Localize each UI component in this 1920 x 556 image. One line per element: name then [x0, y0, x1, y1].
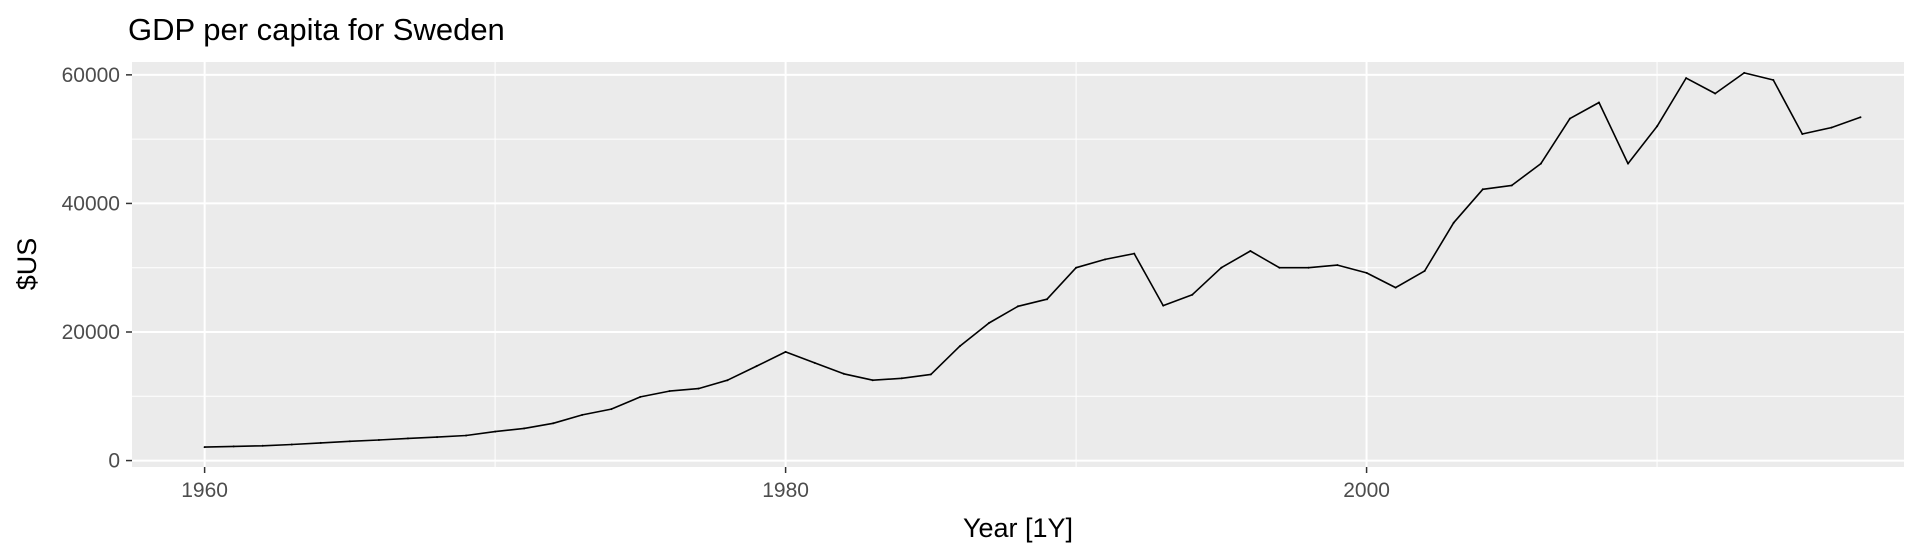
data-point: [1568, 117, 1571, 120]
x-tick-label: 1960: [181, 479, 228, 502]
data-point: [1278, 266, 1281, 269]
data-point: [900, 377, 903, 380]
data-point: [929, 373, 932, 376]
y-tick-label: 20000: [62, 321, 120, 344]
data-point: [1394, 286, 1397, 289]
data-point: [1510, 184, 1513, 187]
y-tick-label: 60000: [62, 64, 120, 87]
data-point: [1017, 305, 1019, 308]
data-point: [436, 436, 439, 439]
data-point: [1743, 71, 1746, 74]
data-point: [552, 422, 555, 425]
gdp-series-line: [204, 72, 1861, 448]
data-points: [203, 71, 1862, 449]
data-point: [871, 379, 874, 382]
data-point: [697, 387, 700, 390]
data-point: [465, 434, 468, 437]
data-point: [1162, 304, 1165, 307]
data-point: [784, 350, 787, 353]
data-point: [1597, 101, 1600, 104]
data-point: [1656, 125, 1659, 128]
data-point: [1249, 250, 1252, 252]
data-point: [1859, 116, 1862, 119]
data-point: [1104, 258, 1107, 261]
x-axis: 1960 1980 2000: [181, 467, 1390, 502]
data-point: [1191, 293, 1194, 296]
data-point: [639, 395, 642, 398]
data-point: [1133, 252, 1136, 255]
chart-title: GDP per capita for Sweden: [128, 12, 505, 47]
data-point: [1423, 269, 1426, 272]
data-point: [523, 427, 526, 430]
data-point: [319, 441, 322, 444]
data-point: [1075, 266, 1078, 269]
data-point: [610, 408, 613, 411]
data-point: [1452, 221, 1455, 224]
data-point: [1336, 264, 1339, 267]
data-point: [348, 440, 351, 443]
data-point: [581, 413, 584, 416]
data-point: [1830, 126, 1833, 129]
data-point: [232, 445, 235, 448]
x-tick-label: 2000: [1343, 479, 1390, 502]
data-point: [261, 444, 264, 447]
y-axis: 0 20000 40000 60000: [62, 64, 132, 473]
x-tick-label: 1980: [762, 479, 809, 502]
data-point: [406, 437, 409, 440]
data-point: [1307, 266, 1310, 269]
data-point: [1365, 271, 1368, 274]
data-point: [203, 446, 206, 449]
data-point: [842, 372, 845, 375]
data-point: [1685, 77, 1688, 80]
y-tick-label: 0: [108, 450, 120, 473]
data-point: [1539, 162, 1542, 165]
data-point: [755, 365, 758, 368]
major-grid: [132, 62, 1904, 467]
y-tick-label: 40000: [62, 192, 120, 215]
data-point: [1801, 133, 1804, 135]
data-point: [726, 379, 729, 382]
minor-grid: [132, 62, 1904, 467]
data-point: [987, 322, 990, 324]
data-point: [813, 361, 816, 364]
data-point: [494, 430, 497, 433]
data-point: [290, 443, 293, 446]
y-axis-title: $US: [12, 238, 42, 291]
data-point: [1714, 92, 1717, 95]
data-point: [377, 439, 380, 441]
data-point: [958, 345, 961, 348]
x-axis-title: Year [1Y]: [963, 513, 1073, 543]
data-point: [1627, 162, 1630, 165]
data-point: [1481, 188, 1484, 191]
data-point: [1220, 266, 1223, 269]
data-point: [668, 390, 671, 393]
data-point: [1046, 298, 1049, 301]
data-point: [1772, 79, 1775, 81]
plot-panel: [132, 62, 1904, 467]
